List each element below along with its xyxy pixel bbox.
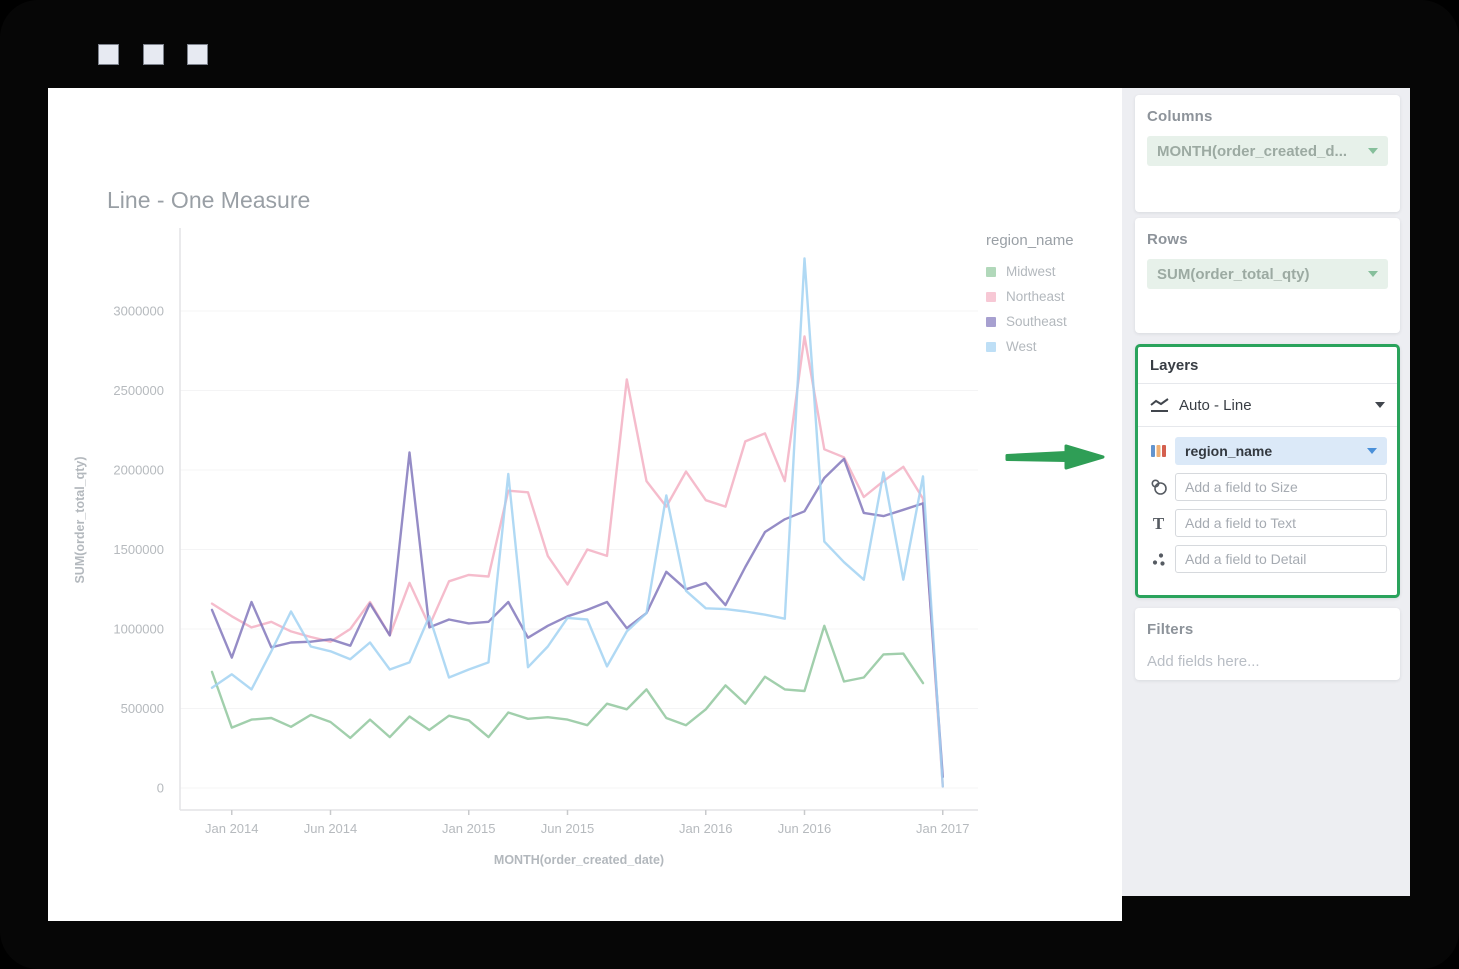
- chart-legend: region_name Midwest Northeast Southeast Wes…: [986, 232, 1118, 364]
- x-tick-label: Jun 2016: [778, 821, 832, 836]
- x-tick-label: Jan 2015: [442, 821, 496, 836]
- rows-header: Rows: [1147, 231, 1188, 248]
- layer-type-selector[interactable]: Auto - Line: [1138, 384, 1397, 426]
- color-field-row: region_name: [1149, 437, 1387, 465]
- color-field-pill[interactable]: region_name: [1175, 437, 1387, 465]
- window-control-square[interactable]: [98, 44, 119, 65]
- y-tick-label: 0: [157, 781, 164, 796]
- chevron-down-icon[interactable]: [1375, 402, 1385, 408]
- columns-header: Columns: [1147, 108, 1213, 125]
- gridlines: [180, 310, 978, 789]
- x-tick-label: Jan 2016: [679, 821, 733, 836]
- legend-swatch-icon: [986, 266, 996, 277]
- divider: [1138, 383, 1397, 384]
- series-line-west: [210, 257, 944, 788]
- chart-title: Line - One Measure: [107, 187, 310, 213]
- columns-field-pill[interactable]: MONTH(order_created_d...: [1147, 136, 1388, 166]
- legend-label: Southeast: [1006, 314, 1067, 329]
- detail-field-row: Add a field to Detail: [1149, 545, 1387, 573]
- window-control-square[interactable]: [143, 44, 164, 65]
- series-line-southeast: [210, 451, 944, 779]
- window-control-square[interactable]: [187, 44, 208, 65]
- detail-dots-icon: [1149, 552, 1168, 566]
- y-tick-label: 2000000: [113, 463, 164, 478]
- detail-field-input[interactable]: Add a field to Detail: [1175, 545, 1387, 573]
- line-chart: Line - One Measure 0 500000 1000000 1500000…: [73, 187, 978, 867]
- y-tick-label: 2500000: [113, 383, 164, 398]
- chevron-down-icon[interactable]: [1368, 271, 1378, 277]
- filters-header: Filters: [1147, 621, 1194, 638]
- series-line-midwest: [210, 624, 925, 740]
- legend-item[interactable]: Northeast: [986, 289, 1118, 304]
- line-chart-icon: [1150, 397, 1169, 412]
- chart-canvas: Line - One Measure 0 500000 1000000 1500000…: [48, 88, 1122, 921]
- x-tick-label: Jan 2014: [205, 821, 259, 836]
- legend-title: region_name: [986, 232, 1074, 249]
- text-field-row: T Add a field to Text: [1149, 509, 1387, 537]
- text-field-input[interactable]: Add a field to Text: [1175, 509, 1387, 537]
- size-field-input[interactable]: Add a field to Size: [1175, 473, 1387, 501]
- legend-item[interactable]: West: [986, 339, 1118, 354]
- x-tick-label: Jan 2017: [916, 821, 970, 836]
- legend-item[interactable]: Midwest: [986, 264, 1118, 279]
- y-axis-title: SUM(order_total_qty): [73, 456, 87, 583]
- columns-panel: Columns MONTH(order_created_d...: [1135, 95, 1400, 212]
- y-tick-label: 1500000: [113, 542, 164, 557]
- y-tick-label: 1000000: [113, 622, 164, 637]
- filters-drop-area[interactable]: Add fields here...: [1147, 653, 1260, 670]
- rows-field-label: SUM(order_total_qty): [1157, 265, 1310, 283]
- rows-panel: Rows SUM(order_total_qty): [1135, 218, 1400, 333]
- x-tick-label: Jun 2014: [304, 821, 358, 836]
- settings-sidebar: Columns MONTH(order_created_d... Rows SU…: [1122, 88, 1410, 896]
- filters-panel: Filters Add fields here...: [1135, 608, 1400, 680]
- columns-field-label: MONTH(order_created_d...: [1157, 142, 1348, 160]
- legend-label: Midwest: [1006, 264, 1056, 279]
- color-bars-icon: [1149, 444, 1168, 458]
- legend-swatch-icon: [986, 341, 996, 352]
- rows-field-pill[interactable]: SUM(order_total_qty): [1147, 259, 1388, 289]
- chevron-down-icon[interactable]: [1367, 448, 1377, 454]
- legend-swatch-icon: [986, 291, 996, 302]
- y-tick-labels: 0 500000 1000000 1500000 2000000 2500000 30000…: [113, 304, 164, 796]
- legend-label: Northeast: [1006, 289, 1065, 304]
- legend-item[interactable]: Southeast: [986, 314, 1118, 329]
- annotation-arrow: [1004, 438, 1108, 481]
- layer-type-label: Auto - Line: [1179, 396, 1252, 414]
- green-arrow-icon: [1005, 444, 1105, 470]
- layers-panel: Layers Auto - Line: [1135, 344, 1400, 598]
- chevron-down-icon[interactable]: [1368, 148, 1378, 154]
- x-tick-labels: Jan 2014 Jun 2014 Jan 2015 Jun 2015 Jan 2016…: [205, 810, 970, 836]
- layers-header: Layers: [1150, 357, 1199, 374]
- size-bubbles-icon: [1149, 479, 1168, 495]
- size-field-row: Add a field to Size: [1149, 473, 1387, 501]
- divider: [1138, 426, 1397, 427]
- series-lines: [210, 257, 944, 788]
- y-tick-label: 500000: [121, 701, 164, 716]
- legend-swatch-icon: [986, 316, 996, 327]
- text-T-icon: T: [1152, 513, 1165, 533]
- x-axis-title: MONTH(order_created_date): [494, 853, 664, 867]
- y-tick-label: 3000000: [113, 304, 164, 319]
- color-field-label: region_name: [1185, 443, 1273, 459]
- x-tick-label: Jun 2015: [541, 821, 595, 836]
- legend-label: West: [1006, 339, 1037, 354]
